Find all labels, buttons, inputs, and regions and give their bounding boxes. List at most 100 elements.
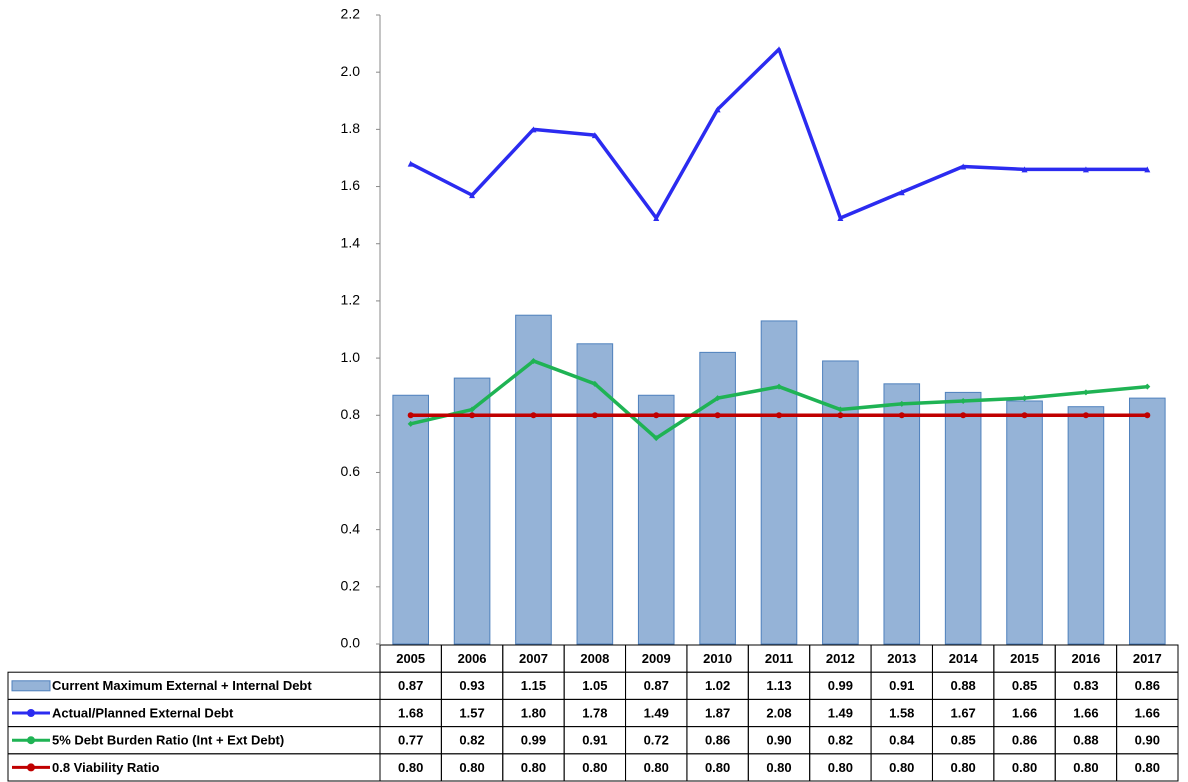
- legend-marker: [27, 709, 35, 717]
- table-value: 1.13: [766, 678, 791, 693]
- marker: [898, 400, 905, 407]
- y-tick-label: 0.2: [341, 578, 361, 594]
- marker: [530, 126, 537, 133]
- table-value: 0.86: [1012, 733, 1037, 748]
- marker: [1082, 166, 1089, 173]
- x-tick-label: 2006: [458, 651, 487, 666]
- marker: [1021, 395, 1028, 402]
- table-value: 1.05: [582, 678, 607, 693]
- x-tick-label: 2010: [703, 651, 732, 666]
- marker: [1021, 412, 1028, 419]
- table-value: 1.57: [459, 705, 484, 720]
- marker: [653, 435, 660, 442]
- table-value: 0.82: [828, 733, 853, 748]
- table-value: 0.90: [1135, 733, 1160, 748]
- table-value: 2.08: [766, 705, 791, 720]
- table-value: 0.85: [1012, 678, 1037, 693]
- y-tick-label: 2.2: [341, 6, 361, 22]
- table-value: 0.80: [889, 760, 914, 775]
- table-value: 1.67: [950, 705, 975, 720]
- y-tick-label: 1.2: [341, 292, 361, 308]
- x-tick-label: 2012: [826, 651, 855, 666]
- marker: [530, 357, 537, 364]
- y-tick-label: 0.4: [341, 520, 361, 536]
- table-value: 0.88: [1073, 733, 1098, 748]
- bar: [1006, 400, 1043, 645]
- marker: [1082, 412, 1089, 419]
- table-value: 0.80: [766, 760, 791, 775]
- table-value: 0.99: [828, 678, 853, 693]
- table-value: 0.86: [705, 733, 730, 748]
- table-value: 0.91: [889, 678, 914, 693]
- marker: [837, 214, 844, 221]
- x-tick-label: 2014: [949, 651, 979, 666]
- x-tick-label: 2011: [765, 651, 793, 666]
- table-value: 1.15: [521, 678, 546, 693]
- table-value: 0.82: [459, 733, 484, 748]
- legend-label: Actual/Planned External Debt: [52, 705, 234, 720]
- table-value: 0.80: [1012, 760, 1037, 775]
- table-value: 1.49: [644, 705, 669, 720]
- table-value: 0.87: [398, 678, 423, 693]
- y-tick-label: 1.4: [341, 234, 361, 250]
- marker: [1082, 389, 1089, 396]
- table-value: 0.80: [1135, 760, 1160, 775]
- bar: [453, 377, 491, 645]
- bar: [576, 343, 614, 645]
- x-tick-label: 2009: [642, 651, 671, 666]
- table-value: 0.91: [582, 733, 607, 748]
- marker: [714, 395, 721, 402]
- marker: [653, 412, 660, 419]
- y-tick-label: 2.0: [341, 63, 361, 79]
- table-value: 0.85: [950, 733, 975, 748]
- bar: [392, 394, 429, 645]
- table-value: 0.80: [950, 760, 975, 775]
- table-value: 0.80: [705, 760, 730, 775]
- table-value: 1.66: [1012, 705, 1037, 720]
- table-value: 1.78: [582, 705, 607, 720]
- table-value: 0.93: [459, 678, 484, 693]
- table-value: 0.80: [459, 760, 484, 775]
- table-value: 0.86: [1135, 678, 1160, 693]
- table-value: 1.49: [828, 705, 853, 720]
- marker: [1144, 166, 1151, 173]
- x-tick-label: 2007: [519, 651, 548, 666]
- marker: [591, 412, 598, 419]
- table-value: 1.66: [1135, 705, 1160, 720]
- table-value: 1.80: [521, 705, 546, 720]
- table-value: 0.87: [644, 678, 669, 693]
- marker: [837, 412, 844, 419]
- x-tick-label: 2016: [1071, 651, 1100, 666]
- table-value: 0.72: [644, 733, 669, 748]
- x-tick-label: 2005: [396, 651, 425, 666]
- marker: [898, 189, 905, 196]
- marker: [960, 397, 967, 404]
- table-value: 1.58: [889, 705, 914, 720]
- table-value: 0.80: [521, 760, 546, 775]
- bar: [1129, 397, 1166, 645]
- x-tick-label: 2015: [1010, 651, 1039, 666]
- bar: [944, 391, 982, 645]
- legend-label: Current Maximum External + Internal Debt: [52, 678, 312, 693]
- table-value: 1.87: [705, 705, 730, 720]
- table-value: 0.80: [582, 760, 607, 775]
- x-tick-label: 2013: [887, 651, 916, 666]
- marker: [714, 106, 721, 113]
- table-value: 1.02: [705, 678, 730, 693]
- y-tick-label: 0.0: [341, 635, 361, 651]
- legend-label: 0.8 Viability Ratio: [52, 760, 159, 775]
- x-tick-label: 2017: [1133, 651, 1162, 666]
- marker: [469, 192, 476, 199]
- marker: [407, 420, 414, 427]
- bar: [637, 394, 675, 645]
- table-value: 1.66: [1073, 705, 1098, 720]
- table-value: 0.80: [1073, 760, 1098, 775]
- marker: [960, 163, 967, 170]
- marker: [1144, 383, 1151, 390]
- marker: [407, 412, 414, 419]
- table-value: 1.68: [398, 705, 423, 720]
- marker: [837, 406, 844, 413]
- table-value: 0.80: [828, 760, 853, 775]
- table-value: 0.84: [889, 733, 915, 748]
